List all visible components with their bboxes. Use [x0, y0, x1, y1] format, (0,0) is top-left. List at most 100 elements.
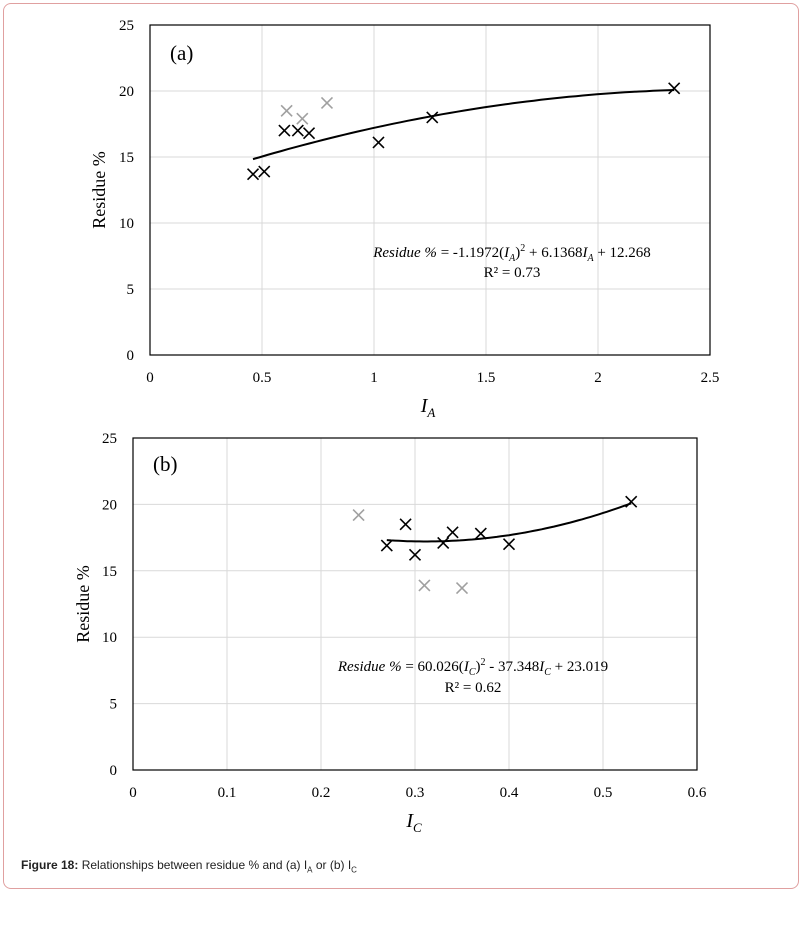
equation-part: = 60.026(	[402, 659, 464, 675]
excluded-data-point	[320, 96, 334, 109]
marker-stroke	[399, 518, 412, 531]
data-point	[474, 527, 487, 540]
equation-paren: )	[475, 659, 480, 675]
caption-text-2: or (b) I	[312, 858, 352, 872]
data-point	[426, 111, 439, 124]
figure-caption: Figure 18: Relationships between residue…	[21, 858, 357, 874]
caption-sub-a: A	[307, 865, 313, 875]
trendline	[252, 89, 675, 161]
r-squared: R² = 0.73	[484, 265, 541, 281]
data-point	[668, 82, 681, 95]
caption-text-1: Relationships between residue % and (a) …	[78, 858, 308, 872]
y-tick-label: 10	[102, 630, 117, 646]
x-axis-title-base: I	[405, 810, 414, 832]
equation-part: = -1.1972(	[437, 245, 504, 261]
marker-stroke	[426, 111, 439, 124]
data-point	[372, 136, 385, 149]
data-point	[278, 124, 291, 137]
x-axis-title-sub: C	[413, 820, 422, 835]
marker-stroke	[320, 96, 334, 109]
marker-stroke	[258, 165, 271, 178]
equation-var: I	[538, 659, 545, 675]
data-point	[291, 124, 304, 137]
data-point	[380, 539, 393, 552]
equation-var: I	[503, 245, 510, 261]
caption-label: Figure 18:	[21, 858, 79, 872]
marker-stroke	[408, 548, 422, 561]
y-tick-label: 15	[119, 150, 134, 166]
excluded-data-point	[280, 104, 293, 117]
equation-var: I	[581, 245, 588, 261]
y-tick-label: 0	[110, 763, 118, 779]
equation-exponent: 2	[520, 243, 525, 254]
marker-stroke	[418, 579, 431, 592]
data-point	[625, 495, 638, 508]
plot-area-border	[132, 437, 698, 771]
x-axis-title-sub: A	[426, 405, 435, 420]
x-tick-label: 2	[594, 370, 602, 386]
regression-equation: Residue % = 60.026(IC)2 - 37.348IC + 23.…	[337, 657, 608, 678]
x-tick-label: 0.6	[688, 785, 707, 801]
marker-stroke	[246, 168, 260, 181]
x-axis-title: IA	[420, 395, 436, 420]
equation-part: + 12.268	[594, 245, 651, 261]
x-tick-label: 2.5	[701, 370, 720, 386]
equation-sub: A	[508, 253, 516, 264]
x-tick-label: 0	[129, 785, 137, 801]
marker-stroke	[437, 536, 450, 549]
marker-stroke	[625, 495, 638, 508]
data-point	[408, 548, 422, 561]
excluded-data-point	[352, 508, 365, 522]
y-tick-label: 5	[127, 282, 135, 298]
figure-frame	[3, 3, 799, 889]
equation-part: - 37.348	[485, 659, 539, 675]
caption-sub-c: C	[351, 865, 357, 875]
marker-stroke	[372, 136, 385, 149]
y-axis-title: Residue %	[89, 151, 109, 228]
r-squared: R² = 0.62	[445, 680, 502, 696]
marker-stroke	[502, 538, 516, 551]
equation-var: I	[463, 659, 470, 675]
y-tick-label: 5	[110, 697, 118, 713]
y-axis-title: Residue %	[73, 565, 93, 642]
marker-stroke	[352, 508, 365, 522]
excluded-data-point	[455, 581, 469, 595]
equation-sub: A	[586, 253, 594, 264]
x-tick-label: 0.5	[594, 785, 613, 801]
data-point	[302, 127, 316, 140]
equation-part: + 23.019	[551, 659, 608, 675]
x-tick-label: 0	[146, 370, 154, 386]
marker-stroke	[474, 527, 487, 540]
excluded-data-point	[296, 112, 309, 125]
x-axis-title-base: I	[420, 395, 429, 417]
data-point	[437, 536, 450, 549]
x-tick-label: 0.3	[406, 785, 425, 801]
x-tick-label: 0.2	[312, 785, 331, 801]
x-tick-label: 0.4	[500, 785, 519, 801]
equation-part: + 6.1368	[525, 245, 582, 261]
y-tick-label: 20	[102, 497, 117, 513]
panel-label: (b)	[153, 452, 178, 476]
equation-lhs: Residue %	[372, 245, 437, 261]
x-tick-label: 1	[370, 370, 378, 386]
equation-paren: )	[515, 245, 520, 261]
data-point	[258, 165, 271, 178]
data-point	[246, 168, 260, 181]
data-point	[502, 538, 516, 551]
y-tick-label: 25	[102, 431, 117, 447]
y-tick-label: 10	[119, 216, 134, 232]
y-tick-label: 20	[119, 84, 134, 100]
equation-sub: C	[544, 667, 551, 678]
excluded-data-point	[418, 579, 431, 592]
x-tick-label: 0.5	[253, 370, 272, 386]
marker-stroke	[668, 82, 681, 95]
data-point	[399, 518, 412, 531]
y-tick-label: 0	[127, 348, 135, 364]
marker-stroke	[446, 526, 459, 539]
marker-stroke	[296, 112, 309, 125]
equation-exponent: 2	[480, 657, 485, 668]
marker-stroke	[380, 539, 393, 552]
x-axis-title: IC	[405, 810, 422, 835]
